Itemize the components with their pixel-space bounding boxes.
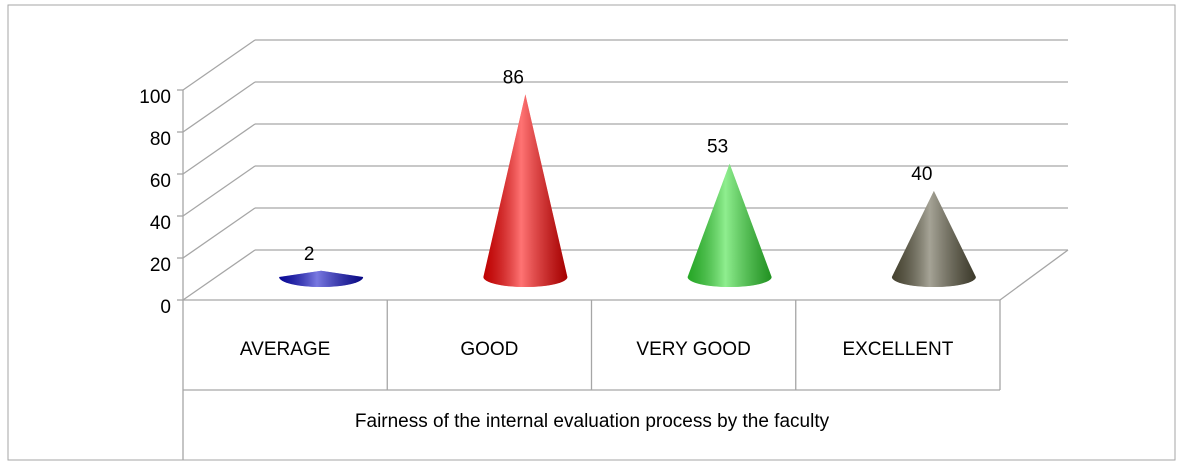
grid-line <box>182 81 256 133</box>
data-label: 53 <box>707 137 728 158</box>
cone-shade <box>279 270 364 287</box>
x-tick-label: EXCELLENT <box>842 339 953 360</box>
grid-line <box>182 39 256 91</box>
y-tick-label: 40 <box>150 213 171 234</box>
data-label: 40 <box>911 164 932 185</box>
grid-line <box>182 207 256 259</box>
data-label: 86 <box>503 67 524 88</box>
cone-shade <box>891 191 976 287</box>
grid-line <box>182 249 256 301</box>
x-axis-title: Fairness of the internal evaluation proc… <box>355 411 830 432</box>
grid-line <box>182 123 256 175</box>
x-tick-label: VERY GOOD <box>636 339 750 360</box>
y-tick-label: 100 <box>139 87 171 108</box>
floor-edge <box>999 249 1069 301</box>
y-tick-label: 80 <box>150 129 171 150</box>
y-tick-label: 60 <box>150 171 171 192</box>
x-tick-label: GOOD <box>460 339 518 360</box>
chart-border <box>7 4 1176 461</box>
cone-shade <box>483 94 568 288</box>
y-tick-label: 0 <box>160 297 171 318</box>
data-label: 2 <box>304 244 315 265</box>
x-tick-label: AVERAGE <box>240 339 330 360</box>
cone-shade <box>687 163 772 287</box>
y-tick-label: 20 <box>150 255 171 276</box>
grid-line <box>182 165 256 217</box>
